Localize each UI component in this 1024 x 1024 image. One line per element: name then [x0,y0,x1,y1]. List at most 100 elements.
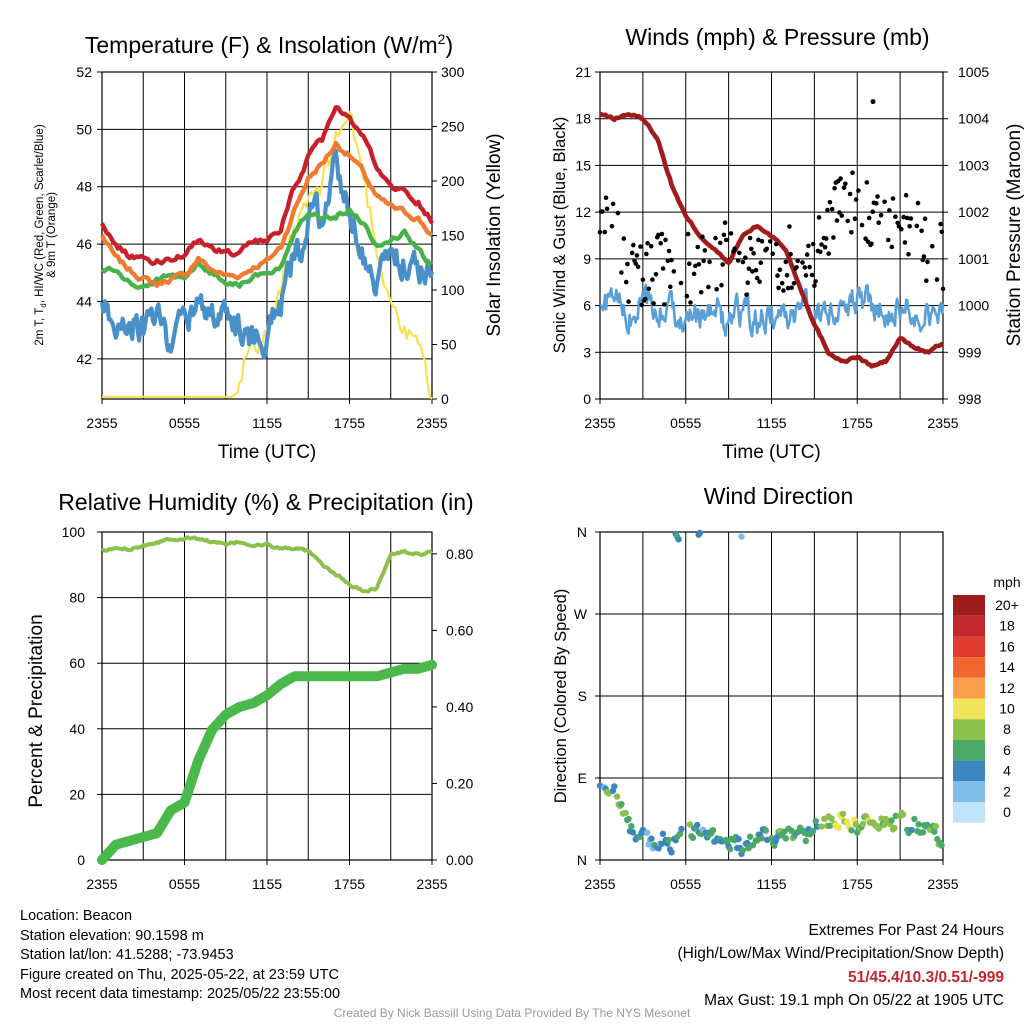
gust-point-max [870,99,876,105]
x-tick-label: 1155 [756,876,786,892]
gust-point [700,234,705,240]
gust-point [684,293,690,299]
x-tick-label: 0555 [169,876,200,892]
gust-point [831,235,836,240]
gust-point [610,201,616,207]
y2-tick-label: 0.20 [446,775,473,791]
colorbar-label: 20+ [995,597,1019,613]
gust-point [777,267,783,273]
y-tick-label: 6 [583,298,591,314]
colorbar-swatch [953,739,985,761]
direction-point [746,833,754,840]
direction-point [618,801,625,808]
direction-point [613,793,621,800]
colorbar: mph 20+ 18 16 14 12 10 8 6 4 2 0 [953,574,1021,823]
colorbar-label: 10 [999,701,1015,717]
x-tick-label: 2355 [416,415,447,431]
direction-point [938,842,945,849]
x-tick-label: 0555 [670,876,701,892]
y-tick-label: 80 [69,590,85,606]
gust-point [919,228,924,234]
y2-tick-label: 1001 [958,251,989,267]
direction-point [835,824,842,831]
chart-title-text-end: ) [445,32,453,58]
colorbar-swatch [953,657,985,678]
x-tick-label: 2355 [416,876,447,892]
direction-point [812,818,819,825]
gust-point [843,181,848,187]
y-tick-label: E [578,770,587,786]
gust-point [866,215,872,221]
colorbar-swatch [953,781,985,802]
direction-point [908,826,915,834]
credit-text: Created By Nick Bassill Using Data Provi… [333,1006,691,1020]
y-tick-label: 0 [77,852,85,868]
gust-point [722,220,728,225]
gust-point [775,273,780,278]
chart-title: Relative Humidity (%) & Precipitation (i… [58,489,473,515]
gust-point [720,262,725,267]
gust-point [803,273,809,278]
gust-point [619,270,624,275]
y2-tick-label: 999 [958,344,982,360]
series-line-wind [599,283,945,338]
gust-point [864,180,870,185]
recent-text: Most recent data timestamp: 2025/05/22 2… [20,986,341,1003]
x-tick-label: 2355 [86,876,117,892]
gust-point [834,218,840,223]
extremes-panel: Extremes For Past 24 Hours (High/Low/Max… [678,919,1005,1013]
direction-point [839,810,847,817]
gust-point [893,214,898,219]
y-tick-label: 44 [76,293,92,309]
gust-point [740,259,746,265]
gust-point [650,277,655,282]
y2-tick-label: 1004 [958,111,989,127]
chart-title: Temperature (F) & Insolation (W/m2) [85,31,453,58]
y-tick-label: 42 [76,351,92,367]
gust-point [838,176,843,181]
colorbar-title: mph [993,574,1020,590]
gust-point [791,281,797,286]
direction-point [848,827,855,834]
gust-point [714,287,719,292]
gust-point [640,277,646,283]
gust-point [922,216,928,221]
gust-point [784,273,790,278]
gust-point [629,250,635,256]
direction-point [625,815,632,823]
colorbar-swatch [953,595,985,616]
gust-point [832,185,837,191]
colorbar-label: 6 [1003,742,1011,758]
panel-4: 2355 0555 1155 1755 2355 N E S W N Wind Direction D… [552,483,1021,892]
gust-point [643,296,648,302]
colorbar-swatch [953,615,985,637]
y2-tick-label: 200 [441,173,465,189]
gust-point [915,200,921,206]
direction-point [809,828,817,835]
station-info: Location: Beacon Station elevation: 90.1… [20,907,340,1005]
y-axis-label-line1: 2m T, T [34,308,46,346]
y-tick-label: 15 [575,157,591,173]
y2-tick-label: 1002 [958,204,989,220]
gust-point [853,197,859,202]
y-tick-label: 21 [575,64,591,80]
colorbar-swatch [953,719,985,740]
gust-point [806,243,811,249]
direction-point [888,817,895,824]
gust-point [706,284,711,290]
gust-point [750,269,755,274]
gust-point [623,279,629,285]
direction-point [782,835,789,842]
x-tick-label: 1755 [334,876,365,892]
direction-point [788,827,795,834]
gust-point [688,300,693,305]
gust-point [829,206,835,212]
gust-point [756,237,761,243]
gust-point [781,288,786,293]
y-tick-label: S [578,688,587,704]
direction-point [919,829,927,836]
gust-point [795,258,800,264]
gust-point [707,259,712,265]
x-axis-label: Time (UTC) [218,442,317,463]
y-tick-label: 40 [69,721,85,737]
